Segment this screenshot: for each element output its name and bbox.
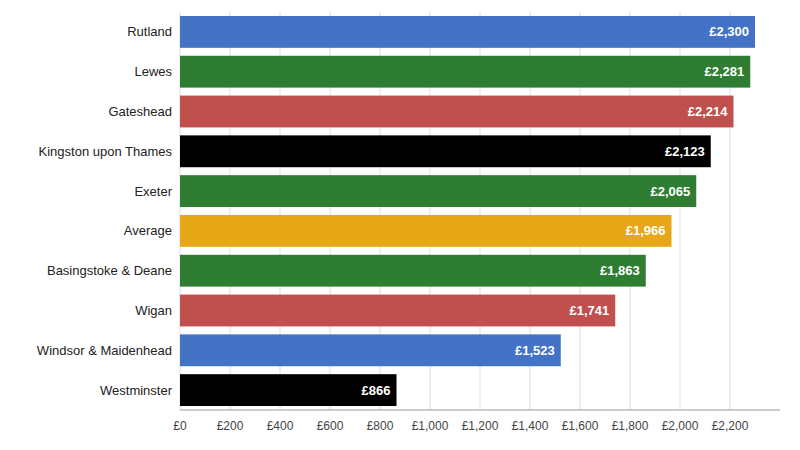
bar bbox=[180, 56, 750, 88]
y-labels: Westminster Windsor & Maidenhead Wigan Basi… bbox=[37, 24, 173, 397]
tick-label: £1,000 bbox=[412, 419, 449, 433]
data-label: £1,863 bbox=[600, 263, 640, 278]
data-label: £2,300 bbox=[709, 24, 749, 39]
category-label: Lewes bbox=[134, 64, 172, 79]
bar bbox=[180, 295, 615, 327]
category-label: Kingston upon Thames bbox=[39, 144, 173, 159]
bar bbox=[180, 135, 711, 167]
bar bbox=[180, 255, 646, 287]
bar bbox=[180, 215, 672, 247]
category-label: Exeter bbox=[134, 184, 172, 199]
bar bbox=[180, 96, 734, 128]
bar bbox=[180, 334, 561, 366]
data-label: £1,523 bbox=[515, 343, 555, 358]
tick-label: £800 bbox=[367, 419, 394, 433]
data-label: £2,123 bbox=[665, 144, 705, 159]
category-label: Wigan bbox=[135, 303, 172, 318]
x-axis-line bbox=[180, 410, 780, 411]
tick-label: £1,400 bbox=[512, 419, 549, 433]
tick-label: £0 bbox=[173, 419, 187, 433]
data-label: £2,065 bbox=[650, 184, 690, 199]
data-label: £2,214 bbox=[688, 104, 729, 119]
tick-label: £2,200 bbox=[712, 419, 749, 433]
category-label: Basingstoke & Deane bbox=[47, 263, 172, 278]
data-label: £2,281 bbox=[704, 64, 744, 79]
category-label: Windsor & Maidenhead bbox=[37, 343, 172, 358]
category-label: Average bbox=[124, 223, 172, 238]
category-label: Gateshead bbox=[108, 104, 172, 119]
chart: £0 £200 £400 £600 £800 £1,000 £1,200 £1,400 £1,6… bbox=[0, 0, 800, 450]
chart-container: £0 £200 £400 £600 £800 £1,000 £1,200 £1,400 £1,6… bbox=[0, 0, 800, 450]
bar bbox=[180, 16, 755, 48]
data-label: £866 bbox=[362, 383, 391, 398]
tick-label: £600 bbox=[317, 419, 344, 433]
tick-label: £1,800 bbox=[612, 419, 649, 433]
tick-label: £400 bbox=[267, 419, 294, 433]
data-label: £1,741 bbox=[569, 303, 609, 318]
bars bbox=[180, 16, 755, 406]
bar bbox=[180, 175, 696, 207]
category-label: Westminster bbox=[100, 383, 173, 398]
data-label: £1,966 bbox=[626, 223, 666, 238]
data-labels: £866 £1,523 £1,741 £1,863 £1,966 £2,065 £2,123… bbox=[362, 24, 749, 397]
tick-label: £2,000 bbox=[662, 419, 699, 433]
bar bbox=[180, 374, 397, 406]
tick-label: £1,600 bbox=[562, 419, 599, 433]
category-label: Rutland bbox=[127, 24, 172, 39]
x-ticks: £0 £200 £400 £600 £800 £1,000 £1,200 £1,400 £1,6… bbox=[173, 419, 748, 433]
tick-label: £200 bbox=[217, 419, 244, 433]
tick-label: £1,200 bbox=[462, 419, 499, 433]
